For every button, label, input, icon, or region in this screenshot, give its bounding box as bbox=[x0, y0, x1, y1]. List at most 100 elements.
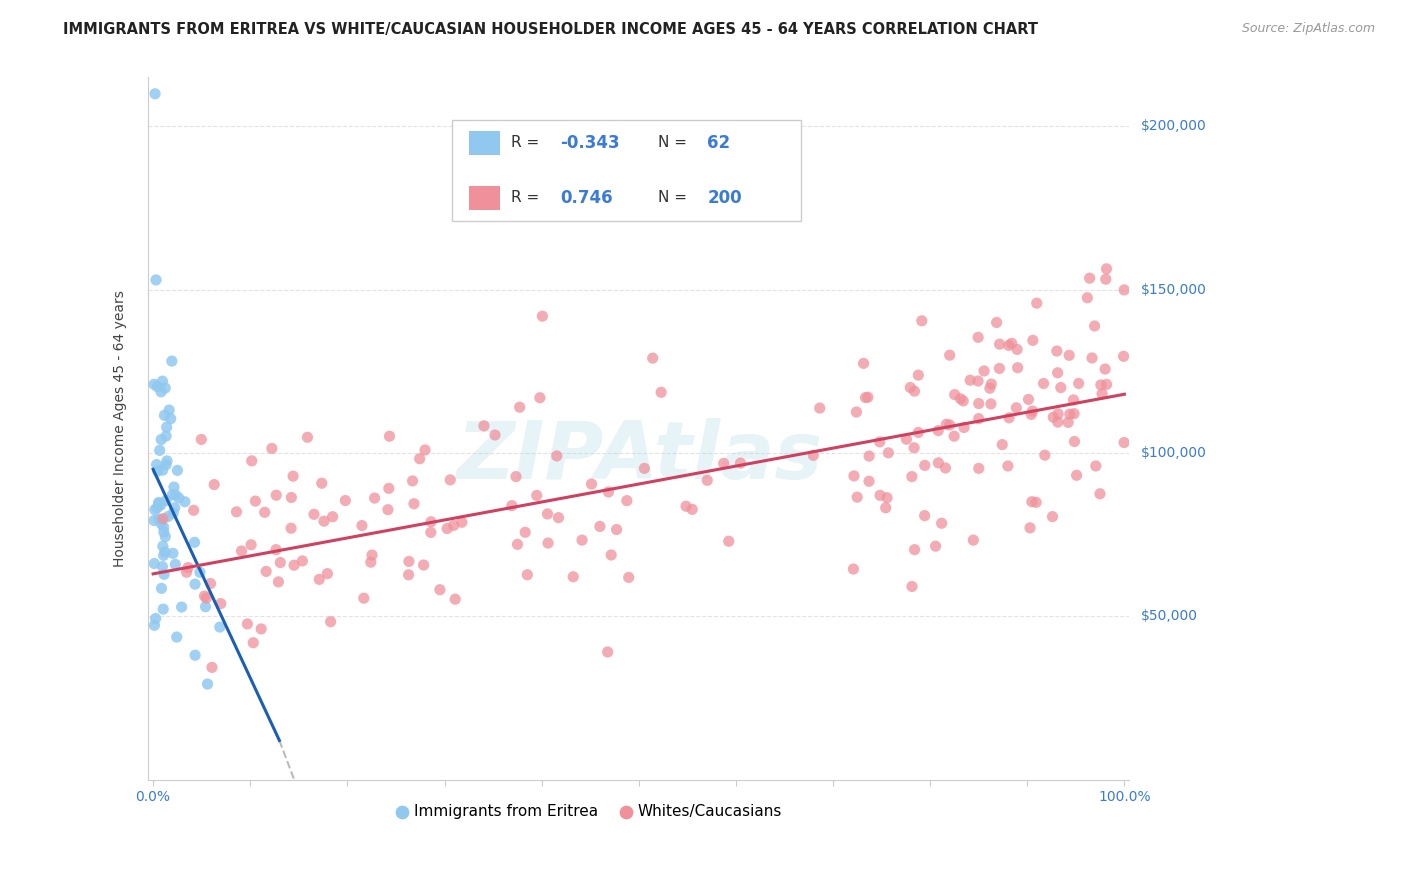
Point bbox=[914, 508, 936, 523]
Point bbox=[938, 417, 960, 432]
Point bbox=[143, 514, 166, 528]
Point bbox=[967, 330, 990, 344]
Point bbox=[152, 602, 174, 616]
Point bbox=[998, 410, 1021, 425]
Point bbox=[1095, 377, 1118, 392]
Text: Source: ZipAtlas.com: Source: ZipAtlas.com bbox=[1241, 22, 1375, 36]
Point bbox=[967, 396, 990, 410]
Point bbox=[297, 430, 319, 444]
Point bbox=[166, 463, 188, 477]
Point bbox=[562, 570, 585, 584]
Point bbox=[159, 411, 181, 425]
Point bbox=[231, 544, 253, 558]
Point bbox=[267, 574, 290, 589]
Point bbox=[581, 477, 603, 491]
Text: -0.343: -0.343 bbox=[560, 134, 620, 152]
Point bbox=[378, 429, 401, 443]
Point bbox=[408, 451, 430, 466]
Point bbox=[150, 433, 173, 447]
Legend: Immigrants from Eritrea, Whites/Caucasians: Immigrants from Eritrea, Whites/Caucasia… bbox=[391, 797, 789, 824]
Point bbox=[1021, 494, 1043, 508]
Point bbox=[250, 622, 273, 636]
Point bbox=[398, 567, 420, 582]
Point bbox=[269, 556, 291, 570]
Point bbox=[264, 542, 287, 557]
Point bbox=[869, 434, 891, 449]
Point bbox=[1046, 344, 1069, 359]
Point bbox=[606, 523, 628, 537]
Point bbox=[1076, 291, 1098, 305]
Point bbox=[153, 567, 176, 582]
Point bbox=[200, 576, 222, 591]
Point bbox=[1005, 401, 1028, 415]
Point bbox=[903, 542, 925, 557]
Point bbox=[858, 475, 880, 489]
Point bbox=[801, 448, 824, 462]
Point bbox=[254, 565, 277, 579]
Point bbox=[1001, 336, 1024, 351]
Point bbox=[152, 549, 174, 563]
Point bbox=[979, 381, 1001, 395]
Point bbox=[153, 545, 176, 559]
Point bbox=[1017, 392, 1039, 407]
Point bbox=[197, 677, 219, 691]
Point bbox=[681, 502, 703, 516]
Point bbox=[443, 518, 465, 533]
Point bbox=[927, 424, 949, 438]
Point bbox=[571, 533, 593, 548]
Point bbox=[167, 491, 190, 505]
Point bbox=[280, 491, 302, 505]
Point bbox=[183, 535, 205, 549]
Point bbox=[319, 615, 342, 629]
Point bbox=[1114, 435, 1136, 450]
Point bbox=[1022, 334, 1045, 348]
Point bbox=[1019, 408, 1042, 422]
Point bbox=[526, 488, 548, 502]
Point bbox=[472, 418, 495, 433]
Point bbox=[194, 599, 217, 614]
Point bbox=[1067, 376, 1090, 391]
Point bbox=[1046, 415, 1069, 429]
Point bbox=[980, 397, 1002, 411]
Point bbox=[350, 518, 373, 533]
Point bbox=[146, 379, 169, 393]
Point bbox=[153, 409, 176, 423]
Text: $50,000: $50,000 bbox=[1142, 609, 1198, 624]
Point bbox=[505, 469, 527, 483]
Point bbox=[713, 457, 735, 471]
Point bbox=[869, 488, 891, 502]
Text: 200: 200 bbox=[707, 189, 742, 207]
Point bbox=[401, 474, 423, 488]
Point bbox=[903, 441, 925, 455]
Point bbox=[1042, 410, 1064, 425]
Point bbox=[1049, 381, 1071, 395]
Point bbox=[1063, 434, 1085, 449]
Point bbox=[202, 477, 225, 491]
Point bbox=[439, 473, 461, 487]
Point bbox=[997, 338, 1019, 352]
Point bbox=[501, 499, 523, 513]
Point bbox=[143, 377, 166, 392]
Point bbox=[856, 390, 879, 404]
Point bbox=[190, 433, 212, 447]
Point bbox=[170, 600, 193, 615]
Point bbox=[988, 337, 1011, 351]
Point bbox=[283, 558, 305, 573]
Point bbox=[361, 548, 384, 562]
Point bbox=[1046, 366, 1069, 380]
Point bbox=[402, 497, 425, 511]
Point bbox=[1063, 407, 1085, 421]
Point bbox=[184, 648, 207, 663]
Point bbox=[195, 591, 218, 605]
Point bbox=[152, 539, 174, 553]
Point bbox=[1084, 458, 1107, 473]
Point bbox=[1094, 272, 1116, 286]
Point bbox=[166, 630, 188, 644]
FancyBboxPatch shape bbox=[453, 120, 800, 221]
Point bbox=[1112, 349, 1135, 363]
Point bbox=[967, 461, 990, 475]
Point bbox=[419, 525, 441, 540]
Point bbox=[876, 491, 898, 505]
Point bbox=[163, 480, 186, 494]
Point bbox=[938, 348, 960, 362]
